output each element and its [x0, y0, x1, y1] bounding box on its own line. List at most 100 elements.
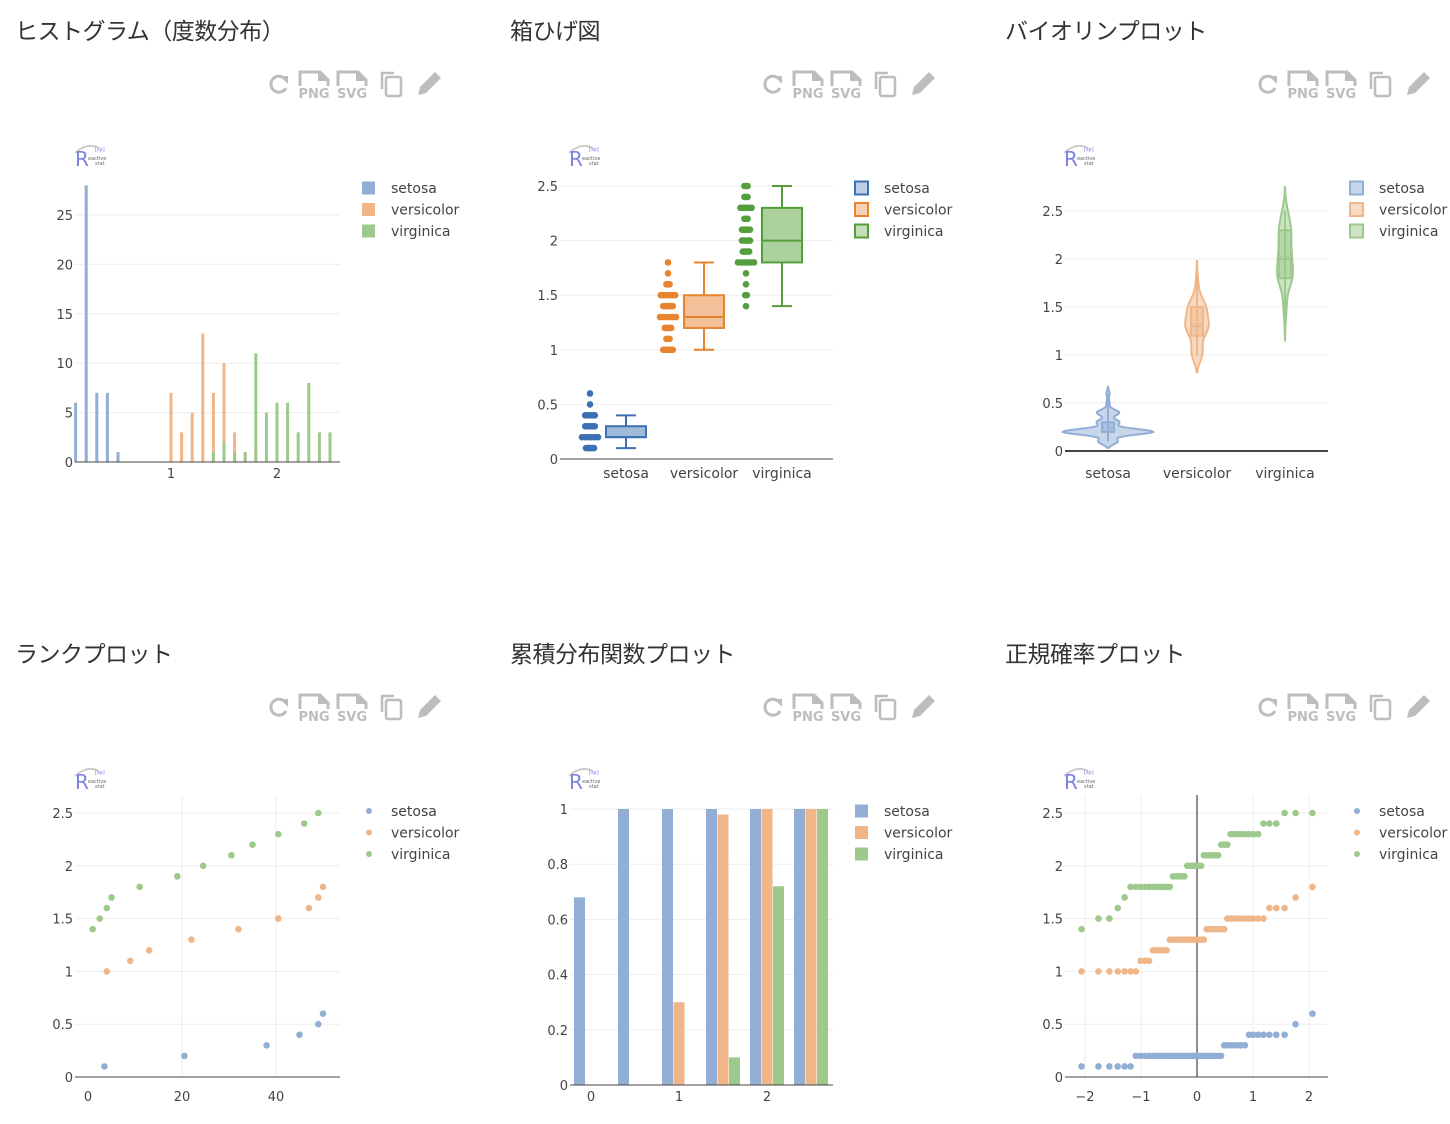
data-point [181, 1052, 188, 1060]
data-point [1214, 851, 1222, 859]
legend-item-versicolor[interactable]: versicolor [366, 826, 460, 842]
data-point [1260, 820, 1267, 827]
legend-item-versicolor[interactable]: versicolor [362, 203, 460, 219]
legend-label: virginica [884, 224, 944, 240]
legend-label: versicolor [1379, 203, 1448, 219]
y-tick-label: 0 [560, 1079, 568, 1094]
refresh-arc [269, 697, 288, 717]
box-setosa[interactable] [578, 390, 647, 452]
copy-icon[interactable] [1369, 71, 1392, 98]
data-point [1095, 968, 1102, 975]
file-corner [1307, 695, 1317, 704]
refresh-icon[interactable] [763, 697, 782, 717]
legend-item-setosa[interactable]: setosa [1354, 804, 1425, 820]
copy-icon[interactable] [1369, 694, 1392, 721]
file-corner [850, 72, 860, 81]
edit-icon[interactable] [1407, 72, 1430, 95]
png-download-icon[interactable]: PNG [298, 70, 330, 102]
copy-back [380, 71, 394, 89]
copy-icon[interactable] [874, 694, 897, 721]
series-virginica[interactable] [729, 809, 828, 1085]
refresh-arrow [1269, 76, 1277, 84]
y-tick-label: 1 [560, 803, 568, 818]
png-download-icon[interactable]: PNG [792, 693, 824, 725]
svg-download-icon[interactable]: SVG [1325, 70, 1357, 102]
series-versicolor[interactable] [1078, 883, 1316, 975]
edit-icon[interactable] [912, 695, 935, 718]
legend-item-versicolor[interactable]: versicolor [1354, 826, 1448, 842]
legend-item-virginica[interactable]: virginica [1354, 847, 1439, 863]
legend-item-setosa[interactable]: setosa [1349, 180, 1425, 197]
violin-virginica[interactable] [1276, 186, 1294, 342]
copy-icon[interactable] [380, 694, 403, 721]
legend: setosa versicolor virginica [855, 804, 953, 863]
file-corner [318, 695, 328, 704]
legend-item-virginica[interactable]: virginica [362, 224, 451, 240]
png-download-icon[interactable]: PNG [792, 70, 824, 102]
legend-marker [855, 804, 868, 818]
svg-download-icon[interactable]: SVG [830, 70, 862, 102]
edit-icon[interactable] [1407, 695, 1430, 718]
edit-icon[interactable] [912, 72, 935, 95]
edit-icon[interactable] [418, 72, 441, 95]
file-shape [792, 693, 824, 709]
data-point [1163, 946, 1170, 954]
data-point [744, 193, 751, 201]
svg-download-icon[interactable]: SVG [1325, 693, 1357, 725]
legend-item-setosa[interactable]: setosa [362, 181, 437, 197]
refresh-icon[interactable] [1258, 697, 1277, 717]
data-point [1254, 830, 1262, 838]
refresh-arc [763, 74, 782, 94]
refresh-icon[interactable] [269, 697, 288, 717]
edit-icon[interactable] [418, 695, 441, 718]
copy-icon[interactable] [380, 71, 403, 98]
data-point [672, 313, 680, 321]
violin-setosa[interactable] [1060, 385, 1156, 449]
data-point [101, 1063, 108, 1070]
series-setosa[interactable] [1078, 1010, 1316, 1070]
legend-item-setosa[interactable]: setosa [366, 804, 437, 820]
data-point [96, 915, 104, 922]
data-point [742, 270, 750, 277]
series-setosa[interactable] [574, 809, 805, 1085]
y-tick-label: 0 [65, 1071, 73, 1086]
legend-item-virginica[interactable]: virginica [366, 847, 451, 863]
box-virginica[interactable] [734, 182, 803, 310]
png-download-icon[interactable]: PNG [1287, 693, 1319, 725]
bar-virginica [254, 353, 258, 462]
refresh-icon[interactable] [763, 74, 782, 94]
svg-download-icon[interactable]: SVG [336, 70, 368, 102]
logo-swoosh [1063, 144, 1089, 154]
data-point [1078, 968, 1085, 975]
svg-label: SVG [1326, 710, 1356, 725]
box-versicolor[interactable] [656, 259, 725, 354]
series-virginica[interactable] [1078, 809, 1316, 933]
legend-item-setosa[interactable]: setosa [855, 804, 930, 820]
legend-item-virginica[interactable]: virginica [1349, 223, 1439, 240]
bar-virginica [211, 452, 215, 462]
legend-item-versicolor[interactable]: versicolor [855, 826, 953, 842]
legend-item-setosa[interactable]: setosa [854, 180, 930, 197]
refresh-icon[interactable] [269, 74, 288, 94]
copy-icon[interactable] [874, 71, 897, 98]
png-download-icon[interactable]: PNG [1287, 70, 1319, 102]
svg-download-icon[interactable]: SVG [830, 693, 862, 725]
refresh-icon[interactable] [1258, 74, 1277, 94]
legend-item-virginica[interactable]: virginica [854, 223, 944, 240]
svg-download-icon[interactable]: SVG [336, 693, 368, 725]
data-point [319, 883, 327, 891]
series-versicolor[interactable] [103, 883, 327, 975]
violin-versicolor[interactable] [1184, 260, 1210, 374]
legend-item-virginica[interactable]: virginica [855, 847, 944, 863]
series-versicolor[interactable] [673, 809, 817, 1085]
y-tick-label: 2.5 [1042, 807, 1063, 822]
data-point [1260, 915, 1267, 922]
png-label: PNG [792, 87, 823, 102]
legend-item-versicolor[interactable]: versicolor [1349, 202, 1448, 219]
series-setosa[interactable] [101, 1010, 327, 1070]
legend-item-versicolor[interactable]: versicolor [854, 202, 953, 219]
series-virginica[interactable] [89, 809, 322, 933]
data-point [1272, 1031, 1280, 1039]
png-download-icon[interactable]: PNG [298, 693, 330, 725]
